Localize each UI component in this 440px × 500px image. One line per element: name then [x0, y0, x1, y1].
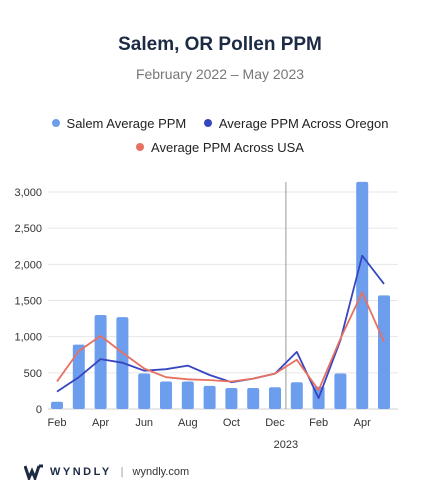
footer: WYNDLY | wyndly.com	[24, 462, 189, 482]
x-tick-label: Dec	[265, 417, 285, 429]
y-tick-label: 1,000	[14, 332, 42, 344]
legend-row-2: Average PPM Across USA	[0, 140, 440, 155]
series-line-oregon	[56, 254, 385, 400]
bar	[203, 385, 216, 409]
y-tick-label: 3,000	[14, 187, 42, 199]
chart-title: Salem, OR Pollen PPM	[118, 34, 322, 55]
x-tick-label: Apr	[354, 417, 371, 429]
legend-item-oregon[interactable]: Average PPM Across Oregon	[203, 116, 389, 131]
chart-subtitle: February 2022 – May 2023	[135, 66, 305, 82]
bar	[269, 387, 281, 409]
y-tick-label: 2,000	[14, 259, 42, 271]
legend-label-salem: Salem Average PPM	[66, 116, 187, 131]
x-tick-label: Feb	[48, 417, 67, 429]
y-tick-label: 0	[36, 404, 42, 416]
legend-item-salem[interactable]: Salem Average PPM	[51, 116, 187, 131]
footer-url[interactable]: wyndly.com	[132, 466, 190, 478]
y-tick-label: 2,500	[14, 223, 42, 235]
bar	[225, 388, 238, 409]
wyndly-logo-icon	[24, 464, 43, 480]
bar	[181, 381, 194, 409]
legend-row-1: Salem Average PPM Average PPM Across Ore…	[0, 116, 440, 131]
bar	[160, 381, 172, 409]
y-tick-label: 500	[24, 368, 42, 380]
legend-swatch-usa	[136, 143, 145, 151]
y-tick-label: 1,500	[14, 296, 42, 308]
legend-label-usa: Average PPM Across USA	[151, 140, 304, 155]
bar	[51, 401, 63, 409]
bar	[334, 373, 347, 409]
legend-swatch-salem	[51, 119, 60, 127]
x-tick-label: Apr	[92, 417, 109, 429]
series-line-usa	[56, 291, 385, 392]
footer-brand: WYNDLY	[50, 466, 112, 478]
legend-label-oregon: Average PPM Across Oregon	[218, 116, 389, 131]
x-tick-label: Aug	[178, 417, 198, 429]
bar	[290, 382, 303, 409]
footer-separator: |	[120, 466, 124, 478]
x-tick-label: Jun	[135, 417, 153, 429]
x-tick-label: Feb	[309, 417, 328, 429]
bar	[247, 388, 260, 409]
bar	[356, 181, 369, 409]
x-tick-label: Oct	[223, 417, 240, 429]
bar	[378, 295, 390, 409]
legend-item-usa[interactable]: Average PPM Across USA	[136, 140, 304, 155]
legend-swatch-oregon	[203, 119, 212, 127]
year-label: 2023	[274, 439, 298, 451]
bar	[138, 373, 151, 409]
